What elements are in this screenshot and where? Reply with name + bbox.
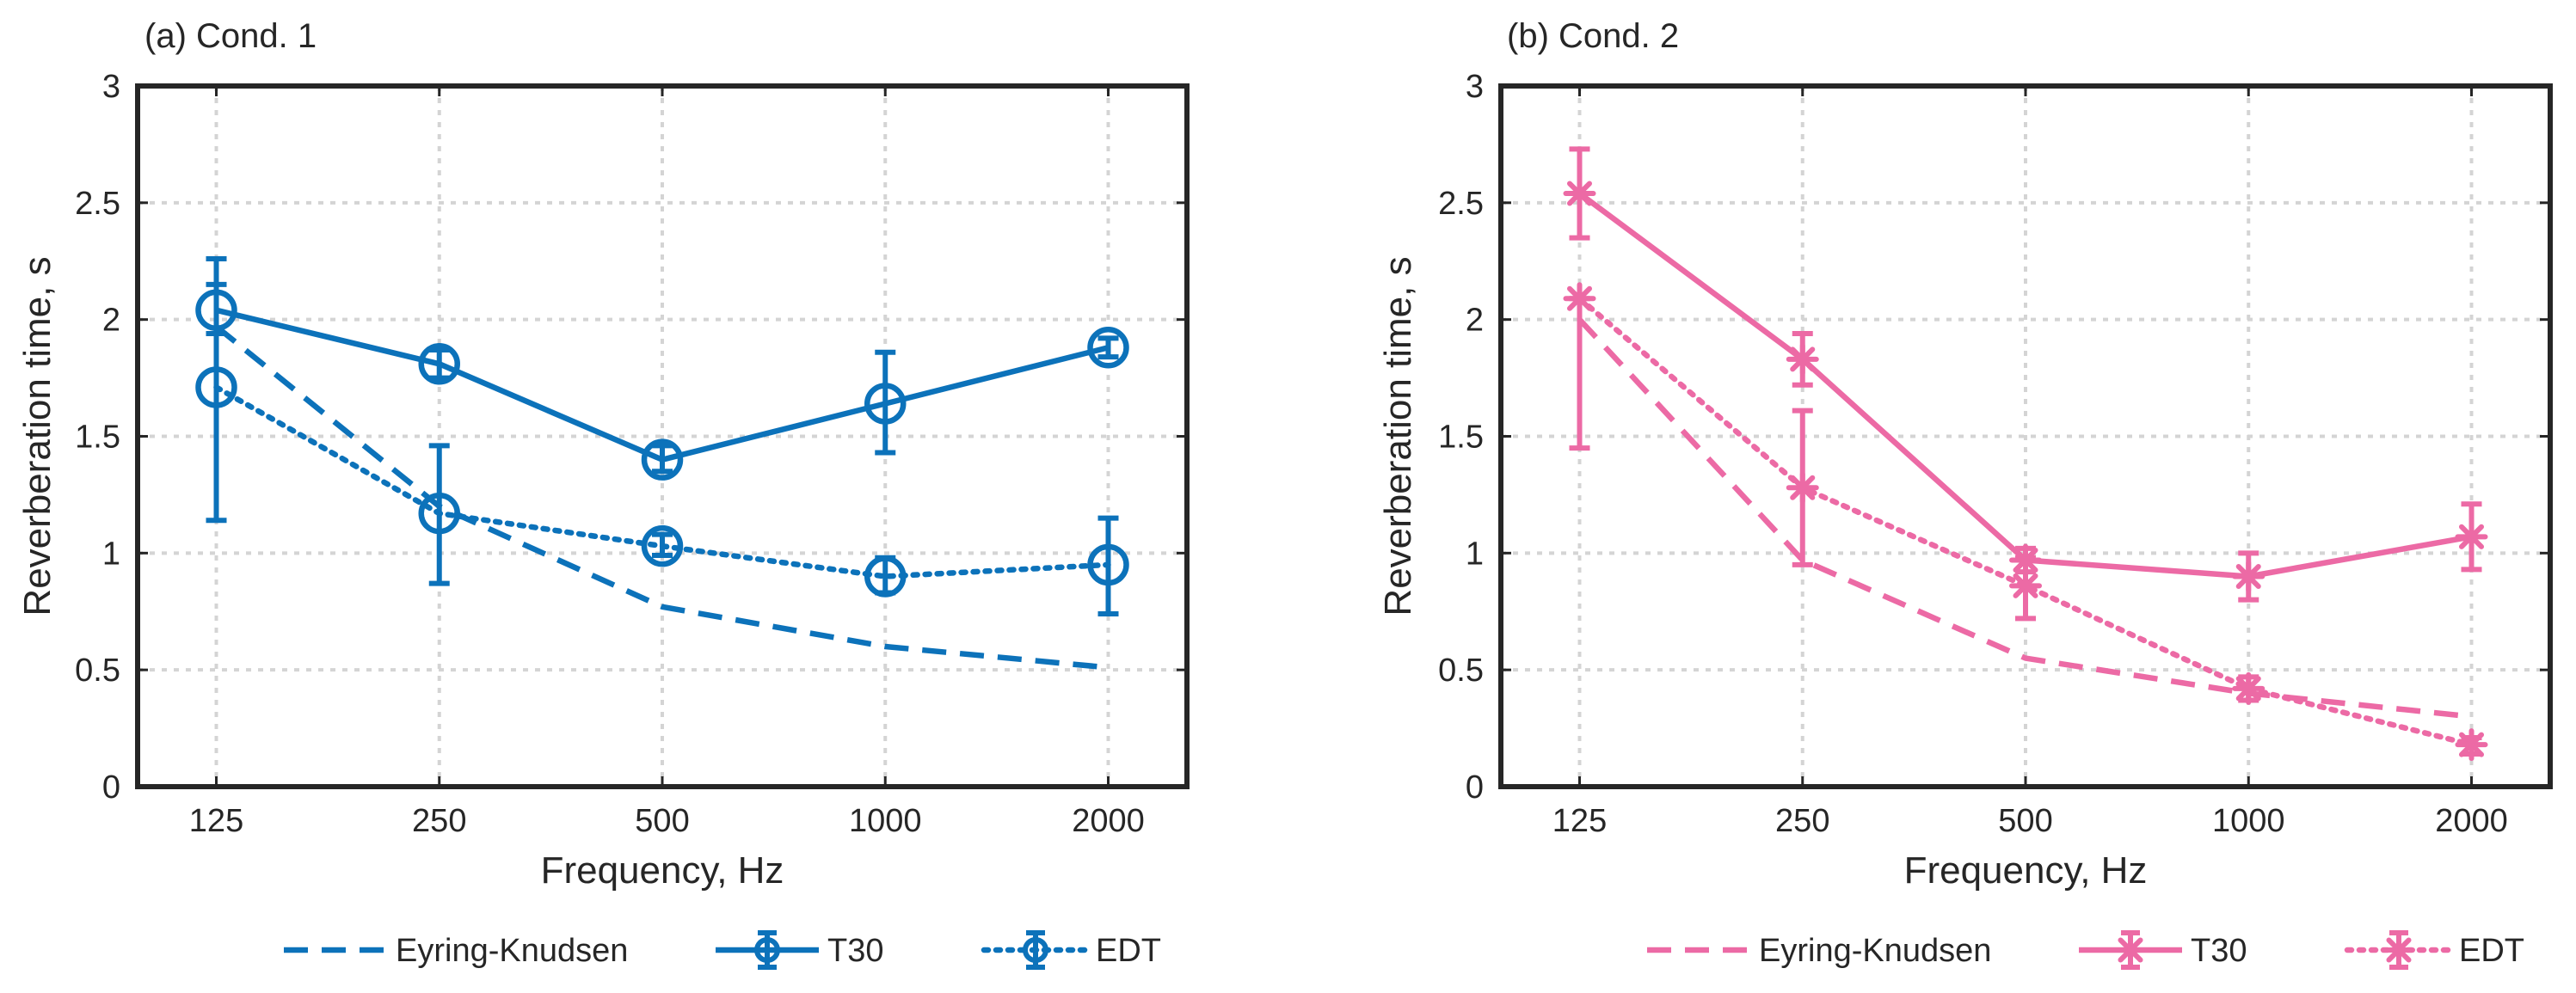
- y-tick-label: 0.5: [1438, 653, 1484, 689]
- y-tick-label: 1.5: [75, 420, 120, 456]
- data-point: [1563, 282, 1596, 316]
- data-point-center: [1573, 187, 1586, 199]
- y-tick-label: 1: [1466, 536, 1484, 572]
- data-point: [1786, 342, 1819, 376]
- legend-swatch-marker: [754, 937, 780, 963]
- x-tick-label: 500: [1998, 803, 2052, 839]
- series-edt: [195, 281, 1129, 616]
- data-point-center: [2242, 682, 2255, 695]
- data-point: [418, 343, 460, 385]
- legend-label: T30: [827, 933, 883, 969]
- x-tick-label: 500: [635, 803, 689, 839]
- panel-title: (b) Cond. 2: [1507, 17, 1679, 55]
- chart-panel-2: 125 250 500 1000 2000 0 0.5 1 1.5 2 2.5 3 (b) Cond. …: [1377, 17, 2553, 970]
- data-point: [2455, 520, 2488, 554]
- y-tick-label: 2.5: [75, 186, 120, 222]
- legend-swatch-marker: [2114, 934, 2147, 966]
- legend: Eyring-Knudsen T30 EDT: [284, 930, 1161, 970]
- series-line: [1577, 317, 2472, 720]
- data-point-center: [2465, 530, 2478, 543]
- legend-item: Eyring-Knudsen: [284, 933, 628, 969]
- legend-label: T30: [2191, 933, 2247, 969]
- data-point-center: [2242, 570, 2255, 583]
- data-point-center: [1573, 292, 1586, 305]
- x-tick-label: 125: [189, 803, 243, 839]
- legend-label: Eyring-Knudsen: [1759, 933, 1991, 969]
- data-point: [2009, 569, 2042, 603]
- y-tick-label: 3: [102, 69, 120, 105]
- data-point-center: [1796, 352, 1809, 365]
- data-point: [1786, 471, 1819, 505]
- legend-swatch-marker: [2382, 934, 2415, 966]
- y-tick-label: 1.5: [1438, 420, 1484, 456]
- y-tick-label: 2.5: [1438, 186, 1484, 222]
- x-tick-label: 1000: [849, 803, 922, 839]
- legend-label: EDT: [2459, 933, 2524, 969]
- x-axis-label: Frequency, Hz: [541, 849, 784, 892]
- data-point: [195, 366, 237, 408]
- x-tick-label: 1000: [2212, 803, 2285, 839]
- legend-item: T30: [716, 930, 883, 970]
- y-tick-label: 3: [1466, 69, 1484, 105]
- legend: Eyring-Knudsen T30 EDT: [1647, 930, 2524, 970]
- x-tick-label: 125: [1552, 803, 1607, 839]
- legend-item: T30: [2079, 930, 2247, 970]
- data-point: [2455, 728, 2488, 762]
- legend-swatch-marker-center: [2124, 944, 2136, 956]
- x-tick-label: 250: [412, 803, 466, 839]
- axes-box: [135, 83, 1190, 789]
- legend-label: EDT: [1096, 933, 1161, 969]
- data-point: [1087, 327, 1129, 369]
- legend-label: Eyring-Knudsen: [396, 933, 628, 969]
- series-edt: [1563, 282, 2488, 762]
- y-tick-label: 1: [102, 536, 120, 572]
- chart-panel-1: 125 250 500 1000 2000 0 0.5 1 1.5 2 2.5 3 (a) Cond. …: [16, 17, 1190, 970]
- x-tick-label: 2000: [1072, 803, 1145, 839]
- panel-title: (a) Cond. 1: [144, 17, 317, 55]
- data-point-center: [2465, 739, 2478, 751]
- data-point: [1563, 176, 1596, 210]
- data-point: [2232, 671, 2266, 705]
- data-point: [418, 492, 460, 535]
- y-axis-label: Reverberation time, s: [16, 256, 58, 616]
- data-point-center: [2020, 579, 2032, 592]
- data-point: [864, 383, 907, 425]
- series-line: [214, 324, 1109, 671]
- y-tick-label: 0.5: [75, 653, 120, 689]
- legend-item: EDT: [981, 930, 1161, 970]
- y-tick-label: 0: [1466, 769, 1484, 806]
- data-point: [1087, 543, 1129, 586]
- data-point: [864, 555, 907, 598]
- data-point-center: [1796, 481, 1809, 494]
- series-eyring-knudsen: [214, 324, 1109, 671]
- axes-box: [1498, 83, 2553, 789]
- data-point: [641, 438, 684, 481]
- data-point: [641, 524, 684, 567]
- x-tick-label: 2000: [2435, 803, 2508, 839]
- y-tick-label: 2: [102, 303, 120, 339]
- x-axis-label: Frequency, Hz: [1904, 849, 2148, 892]
- data-point: [2232, 560, 2266, 593]
- legend-swatch-marker: [1023, 937, 1048, 963]
- legend-item: Eyring-Knudsen: [1647, 933, 1991, 969]
- legend-swatch-marker-center: [2393, 944, 2405, 956]
- series-eyring-knudsen: [1577, 317, 2472, 720]
- y-axis-label: Reverberation time, s: [1377, 256, 1419, 616]
- x-tick-label: 250: [1775, 803, 1829, 839]
- y-tick-label: 2: [1466, 303, 1484, 339]
- y-tick-label: 0: [102, 769, 120, 806]
- legend-item: EDT: [2344, 930, 2524, 970]
